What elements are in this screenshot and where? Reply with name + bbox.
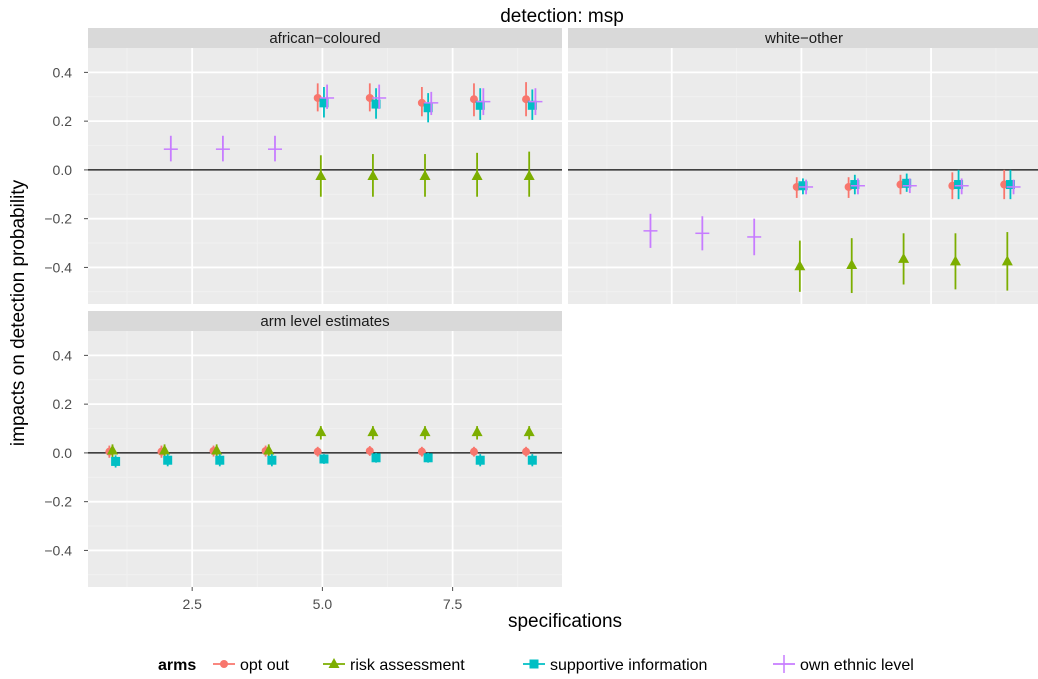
- legend-label: supportive information: [550, 657, 707, 674]
- series-risk-assessment: [794, 232, 1013, 294]
- data-point: [469, 447, 478, 456]
- data-point: [423, 103, 433, 113]
- series-risk-assessment: [315, 151, 535, 197]
- data-point: [215, 455, 225, 465]
- data-point: [313, 447, 322, 456]
- data-point: [419, 426, 431, 437]
- data-point: [846, 258, 858, 269]
- data-point: [319, 454, 329, 464]
- data-point: [367, 170, 379, 180]
- x-tick-label: 5.0: [313, 596, 333, 612]
- data-point: [898, 252, 910, 263]
- panel-background: [568, 48, 1038, 304]
- y-tick-label: 0.0: [53, 445, 73, 461]
- x-axis-label: specifications: [508, 611, 622, 632]
- panel-strip: [568, 28, 1038, 48]
- data-point: [522, 447, 531, 456]
- data-point: [1005, 180, 1015, 190]
- legend-key-symbol: [328, 658, 340, 668]
- y-tick-label: 0.4: [53, 64, 73, 80]
- data-point: [419, 170, 431, 180]
- data-point: [475, 100, 485, 110]
- data-point: [527, 100, 537, 110]
- data-point: [319, 98, 329, 108]
- legend-item: supportive information: [523, 657, 707, 674]
- data-point: [949, 255, 961, 266]
- data-point: [798, 181, 808, 191]
- y-tick-label: 0.4: [53, 347, 73, 363]
- panel-strip: [88, 311, 562, 331]
- legend-key-symbol: [220, 660, 228, 668]
- y-tick-label: −0.4: [44, 542, 72, 558]
- data-point: [159, 444, 171, 455]
- legend-label: opt out: [240, 657, 289, 674]
- data-point: [267, 455, 277, 465]
- series-supportive-information: [319, 87, 537, 123]
- data-point: [850, 180, 860, 190]
- x-tick-label: 7.5: [443, 596, 463, 612]
- panel-3: arm level estimates −0.4 −0.2 0.0 0.2 0.4 2.5 5…: [44, 311, 562, 612]
- data-point: [111, 456, 121, 466]
- series-supportive-information: [111, 452, 537, 468]
- data-point: [263, 444, 275, 455]
- legend-label: risk assessment: [350, 657, 465, 674]
- series-risk-assessment: [106, 426, 535, 458]
- y-tick-label: 0.2: [53, 113, 73, 129]
- series-supportive-information: [798, 169, 1015, 200]
- legend-item: own ethnic level: [773, 655, 914, 674]
- panel-strip-label: african−coloured: [269, 30, 380, 47]
- data-point: [794, 260, 806, 271]
- panel-strip: [88, 28, 562, 48]
- data-point: [371, 99, 381, 109]
- legend-label: own ethnic level: [800, 657, 914, 674]
- data-point: [371, 453, 381, 463]
- data-point: [471, 426, 483, 437]
- data-point: [106, 444, 118, 455]
- data-point: [423, 453, 433, 463]
- data-point: [954, 180, 964, 190]
- data-point: [211, 444, 223, 455]
- y-tick-label: −0.4: [44, 259, 72, 275]
- series-own-ethnic-level: [163, 84, 543, 162]
- series-own-ethnic-level: [643, 178, 1021, 256]
- legend-item: opt out: [213, 657, 289, 674]
- y-tick-label: 0.0: [53, 162, 73, 178]
- chart-title: detection: msp: [500, 6, 624, 27]
- panel-background: [88, 48, 562, 304]
- data-point: [523, 426, 535, 437]
- legend-key-symbol: [529, 659, 539, 669]
- panel-1: african−coloured −0.4 −0.2 0.0 0.2 0.4: [44, 28, 562, 304]
- y-tick-label: −0.2: [44, 211, 72, 227]
- panel-2: white−other: [568, 28, 1038, 304]
- legend-item: risk assessment: [323, 657, 465, 674]
- data-point: [471, 170, 483, 180]
- panel-strip-label: arm level estimates: [260, 313, 389, 330]
- data-point: [315, 170, 327, 180]
- data-point: [527, 455, 537, 465]
- y-tick-label: −0.2: [44, 494, 72, 510]
- data-point: [365, 446, 374, 455]
- y-tick-label: 0.2: [53, 396, 73, 412]
- data-point: [1001, 255, 1013, 266]
- y-axis-label: impacts on detection probability: [8, 179, 29, 446]
- facet-panels: african−coloured −0.4 −0.2 0.0 0.2 0.4 white−o…: [44, 28, 1038, 612]
- data-point: [367, 426, 379, 437]
- data-point: [902, 178, 912, 188]
- panel-strip-label: white−other: [764, 30, 843, 47]
- legend: arms opt out risk assessment supportive inf…: [158, 655, 914, 674]
- x-tick-label: 2.5: [182, 596, 202, 612]
- data-point: [163, 455, 173, 465]
- data-point: [523, 170, 535, 180]
- data-point: [475, 455, 485, 465]
- data-point: [315, 426, 327, 437]
- legend-title: arms: [158, 657, 196, 674]
